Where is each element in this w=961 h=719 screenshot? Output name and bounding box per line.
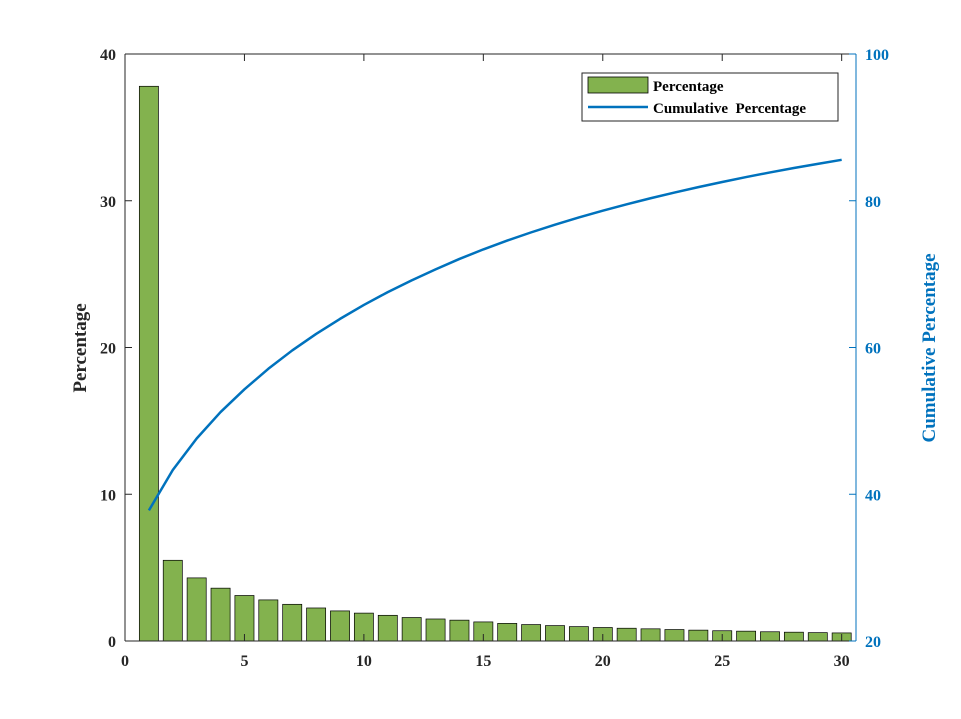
bar [449,619,470,642]
bar [425,618,446,642]
legend-swatch-percentage [587,76,649,94]
y-tick-label-right: 60 [865,341,881,358]
y-tick-label-left: 0 [108,634,116,651]
x-tick-label: 0 [121,653,129,670]
y-tick-label-right: 20 [865,634,881,651]
y-tick-label-left: 10 [100,487,116,504]
y-tick-label-right: 100 [865,47,889,64]
bar [616,627,637,642]
bar [688,629,709,642]
bar [377,614,398,642]
bar [210,587,231,642]
bar [545,625,565,642]
x-tick-label: 30 [834,653,850,670]
x-tick-label: 20 [595,653,611,670]
y-tick-label-left: 30 [100,194,116,211]
y-tick-label-right: 40 [865,487,881,504]
axes: 0 5 10 15 20 25 30 0 10 20 30 40 20 40 60 80 100 [100,47,889,670]
bar [640,628,661,642]
y-tick-label-right: 80 [865,194,881,211]
legend: Percentage Cumulative Percentage [581,72,839,122]
bar [306,607,327,642]
bar [401,617,422,642]
y-axis-label-right: Cumulative Percentage [919,253,940,442]
x-tick-label: 15 [475,653,491,670]
line-series [147,158,842,512]
bar [760,631,780,642]
y-tick-label-left: 40 [100,47,116,64]
bar [497,623,518,642]
y-axis-label-left: Percentage [70,303,91,392]
cumulative-line [147,158,842,512]
bar [138,85,159,642]
legend-label-percentage: Percentage [653,79,724,95]
y-tick-label-left: 20 [100,341,116,358]
legend-label-cumulative: Cumulative Percentage [653,101,806,117]
bar-series [138,85,852,642]
x-tick-label: 5 [240,653,248,670]
bar [282,603,303,642]
bar [330,610,350,642]
bar [186,577,207,642]
bar [162,559,183,642]
bar [807,632,828,642]
x-tick-label: 25 [714,653,730,670]
bar [521,624,542,642]
x-tick-label: 10 [356,653,372,670]
bar [664,629,685,642]
bar [568,626,589,642]
bar [783,631,804,642]
bar [736,630,757,642]
bar [258,599,279,642]
